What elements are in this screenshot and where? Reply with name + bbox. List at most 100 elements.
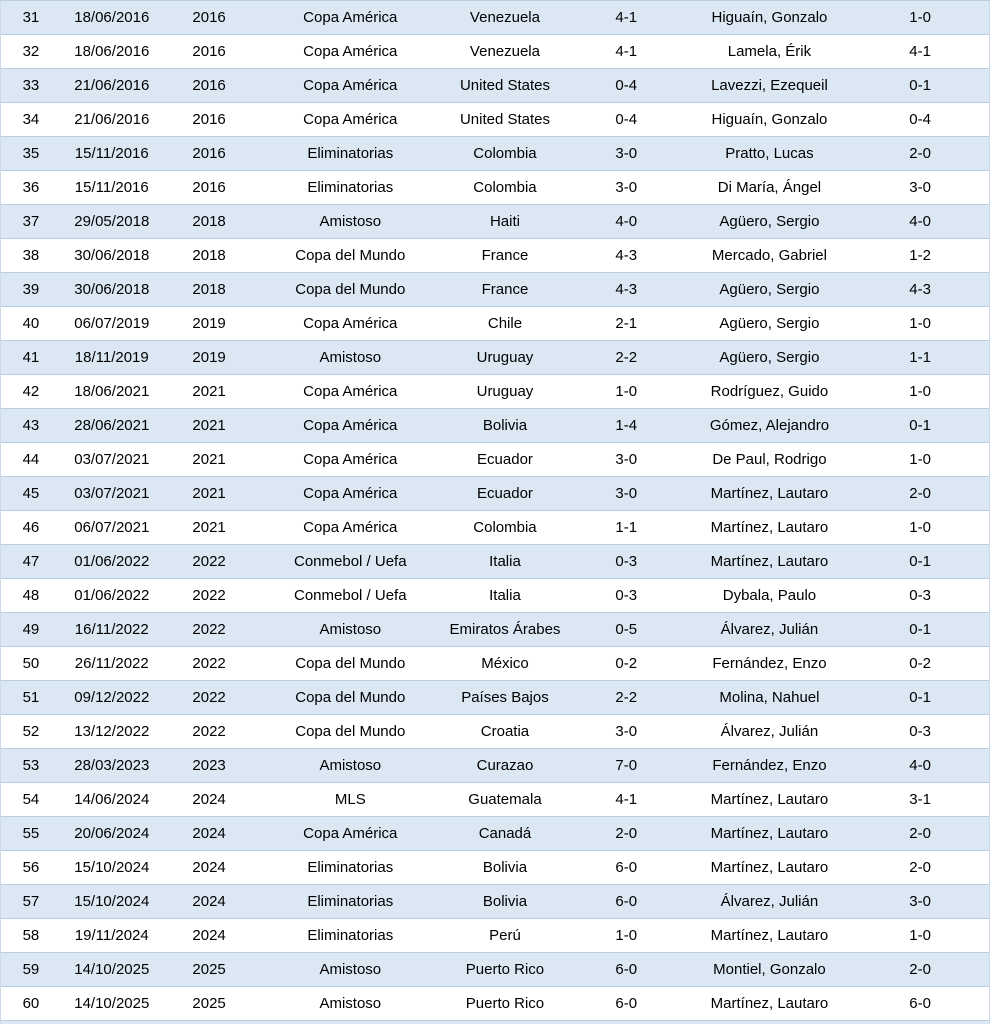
table-cell: France bbox=[481, 247, 529, 264]
table-row: 57 15/10/2024 2024 Eliminatorias Bolivia 6-0 Á… bbox=[1, 885, 989, 919]
table-cell: 3-0 bbox=[615, 485, 638, 502]
table-cell: United States bbox=[459, 111, 550, 128]
table-cell: Copa América bbox=[303, 825, 398, 842]
table-cell: 2-0 bbox=[909, 961, 931, 978]
table-cell: 1-0 bbox=[909, 927, 931, 944]
table-cell: 2-0 bbox=[909, 485, 931, 502]
table-cell: Agüero, Sergio bbox=[719, 281, 820, 298]
table-cell: 06/07/2019 bbox=[74, 315, 150, 332]
table-cell: 2021 bbox=[192, 485, 226, 502]
table-cell: Copa América bbox=[303, 417, 398, 434]
table-row: 38 30/06/2018 2018 Copa del Mundo France 4-3 M… bbox=[1, 239, 989, 273]
table-cell: Conmebol / Uefa bbox=[294, 553, 407, 570]
table-row: 36 15/11/2016 2016 Eliminatorias Colombia 3-0… bbox=[1, 171, 989, 205]
table-cell: 13/12/2022 bbox=[74, 723, 150, 740]
table-cell: 48 bbox=[22, 587, 40, 604]
table-row: 51 09/12/2022 2022 Copa del Mundo Países Baj… bbox=[1, 681, 989, 715]
table-cell: 01/06/2022 bbox=[74, 553, 150, 570]
table-cell: 2021 bbox=[192, 383, 226, 400]
table-cell: 2-0 bbox=[909, 145, 931, 162]
table-cell: 50 bbox=[22, 655, 40, 672]
table-cell: 18/11/2019 bbox=[74, 349, 149, 366]
table-cell: Amistoso bbox=[319, 995, 382, 1012]
table-cell: 44 bbox=[22, 451, 40, 468]
table-cell: Higuaín, Gonzalo bbox=[711, 111, 828, 128]
table-row: 31 18/06/2016 2016 Copa América Venezuela 4-1… bbox=[1, 1, 989, 35]
table-cell: 1-0 bbox=[909, 9, 931, 26]
table-cell: Mercado, Gabriel bbox=[711, 247, 827, 264]
table-cell: 1-4 bbox=[615, 417, 638, 434]
table-cell: Amistoso bbox=[319, 961, 382, 978]
table-cell: 58 bbox=[22, 927, 40, 944]
table-row: 46 06/07/2021 2021 Copa América Colombia 1-1 M… bbox=[1, 511, 989, 545]
table-cell: 3-0 bbox=[615, 451, 638, 468]
table-cell: 43 bbox=[22, 417, 40, 434]
table-cell: 37 bbox=[22, 213, 40, 230]
table-cell: 7-0 bbox=[615, 757, 638, 774]
table-cell: 3-0 bbox=[615, 145, 638, 162]
table-cell: 46 bbox=[22, 519, 40, 536]
table-cell: 6-0 bbox=[909, 995, 931, 1012]
table-row: 49 16/11/2022 2022 Amistoso Emiratos Árabes 0… bbox=[1, 613, 989, 647]
table-cell: Bolivia bbox=[482, 417, 528, 434]
table-cell: 1-0 bbox=[615, 383, 638, 400]
table-cell: 0-4 bbox=[615, 111, 638, 128]
table-cell: México bbox=[481, 655, 529, 672]
table-cell: Álvarez, Julián bbox=[720, 723, 819, 740]
table-cell: 06/07/2021 bbox=[74, 519, 150, 536]
table-cell: Italia bbox=[489, 553, 521, 570]
table-row: 55 20/06/2024 2024 Copa América Canadá 2-0 Mar… bbox=[1, 817, 989, 851]
table-cell: Copa América bbox=[303, 519, 398, 536]
table-row: 43 28/06/2021 2021 Copa América Bolivia 1-4 Gó… bbox=[1, 409, 989, 443]
table-cell: 0-1 bbox=[909, 689, 931, 706]
table-cell: 2019 bbox=[192, 349, 226, 366]
table-cell: Montiel, Gonzalo bbox=[713, 961, 826, 978]
table-row: 56 15/10/2024 2024 Eliminatorias Bolivia 6-0 M… bbox=[1, 851, 989, 885]
table-cell: 33 bbox=[22, 77, 40, 94]
table-cell: 2022 bbox=[192, 723, 226, 740]
table-cell: 0-2 bbox=[615, 655, 638, 672]
table-cell: 2024 bbox=[192, 927, 226, 944]
table-cell: Martínez, Lautaro bbox=[710, 927, 829, 944]
table-cell: Eliminatorias bbox=[307, 859, 394, 876]
table-cell: 4-1 bbox=[909, 43, 931, 60]
table-cell: Colombia bbox=[473, 145, 537, 162]
table-cell: 0-3 bbox=[909, 587, 931, 604]
table-cell: 03/07/2021 bbox=[74, 451, 150, 468]
table-cell: De Paul, Rodrigo bbox=[712, 451, 827, 468]
table-cell: Fernández, Enzo bbox=[712, 757, 827, 774]
table-cell: 2022 bbox=[192, 587, 226, 604]
table-cell: France bbox=[481, 281, 529, 298]
table-cell: 52 bbox=[22, 723, 40, 740]
table-cell: 2021 bbox=[192, 451, 226, 468]
table-cell: Martínez, Lautaro bbox=[710, 519, 829, 536]
table-cell: 2-2 bbox=[615, 349, 638, 366]
table-cell: 2016 bbox=[192, 9, 226, 26]
table-cell: Guatemala bbox=[468, 791, 542, 808]
table-cell: 0-3 bbox=[615, 587, 638, 604]
table-cell: 03/07/2021 bbox=[74, 485, 150, 502]
table-cell: 2022 bbox=[192, 553, 226, 570]
table-cell: Álvarez, Julián bbox=[720, 621, 819, 638]
table-row: 47 01/06/2022 2022 Conmebol / Uefa Italia 0-3… bbox=[1, 545, 989, 579]
table-cell: 57 bbox=[22, 893, 40, 910]
table-cell: 4-0 bbox=[909, 213, 931, 230]
table-cell: Ecuador bbox=[477, 485, 533, 502]
table-cell: 1-1 bbox=[615, 519, 638, 536]
table-cell: Eliminatorias bbox=[307, 179, 394, 196]
table-cell: 21/06/2016 bbox=[74, 111, 150, 128]
table-row: 53 28/03/2023 2023 Amistoso Curazao 7-0 Fernán… bbox=[1, 749, 989, 783]
table-cell: 0-1 bbox=[909, 553, 931, 570]
table-cell: 0-1 bbox=[909, 621, 931, 638]
table-cell: Croatia bbox=[480, 723, 530, 740]
table-cell: 40 bbox=[22, 315, 40, 332]
table-cell: 0-4 bbox=[615, 77, 638, 94]
table-cell: Martínez, Lautaro bbox=[710, 553, 829, 570]
table-cell: 45 bbox=[22, 485, 40, 502]
table-cell: Gómez, Alejandro bbox=[709, 417, 830, 434]
table-cell: 15/10/2024 bbox=[74, 859, 150, 876]
table-cell: 14/06/2024 bbox=[74, 791, 150, 808]
table-cell: Martínez, Lautaro bbox=[710, 791, 829, 808]
table-cell: Puerto Rico bbox=[465, 961, 545, 978]
